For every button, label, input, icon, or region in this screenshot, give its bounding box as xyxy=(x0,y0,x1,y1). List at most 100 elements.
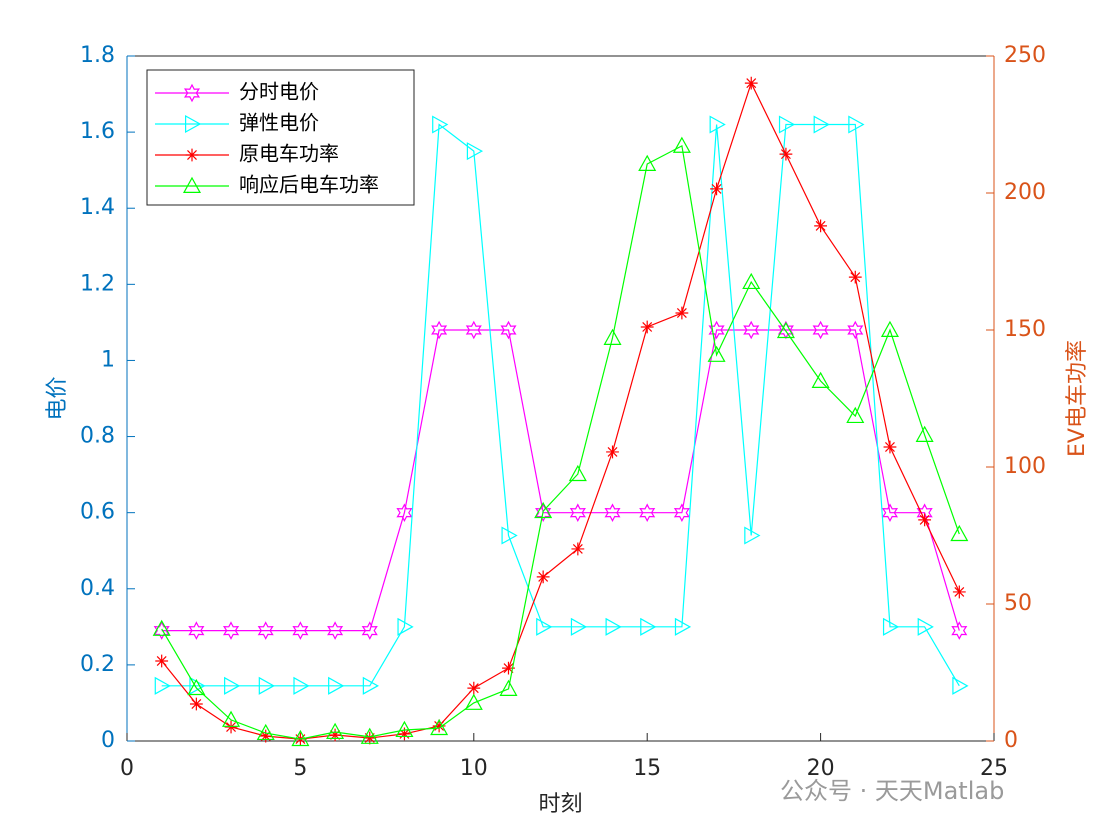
marker xyxy=(361,621,378,640)
legend-label: 响应后电车功率 xyxy=(239,173,379,197)
marker xyxy=(848,115,865,134)
marker xyxy=(675,306,689,320)
marker xyxy=(883,440,897,454)
marker xyxy=(502,661,515,675)
x-tick-label: 0 xyxy=(120,756,134,781)
marker xyxy=(880,320,899,337)
y-tick-label: 1.6 xyxy=(80,119,115,144)
marker xyxy=(917,617,934,636)
marker xyxy=(603,328,622,345)
marker xyxy=(779,147,793,161)
marker xyxy=(605,617,622,636)
marker xyxy=(258,676,275,695)
marker xyxy=(360,727,379,744)
marker xyxy=(291,729,310,747)
legend-marker xyxy=(182,176,202,193)
marker xyxy=(187,678,206,696)
marker xyxy=(569,503,586,522)
marker xyxy=(708,320,725,340)
marker xyxy=(848,270,862,284)
series-line xyxy=(161,329,960,632)
marker xyxy=(918,513,932,527)
marker xyxy=(395,720,414,738)
marker xyxy=(222,710,241,727)
marker xyxy=(152,619,171,636)
legend-marker xyxy=(185,114,202,134)
legend-label: 弹性电价 xyxy=(239,111,319,135)
x-tick-label: 25 xyxy=(980,756,1008,781)
marker xyxy=(568,464,587,482)
marker xyxy=(571,542,585,556)
marker xyxy=(534,501,553,519)
marker xyxy=(639,503,656,522)
marker xyxy=(640,617,657,636)
legend-marker xyxy=(185,148,199,162)
marker xyxy=(155,654,169,668)
y2-tick-label: 250 xyxy=(1004,43,1046,68)
marker xyxy=(811,371,830,388)
marker xyxy=(674,617,692,636)
marker xyxy=(397,617,414,636)
y2-tick-label: 0 xyxy=(1004,728,1018,753)
marker xyxy=(362,676,379,695)
marker xyxy=(500,320,517,340)
marker xyxy=(672,136,691,153)
marker xyxy=(744,76,758,90)
marker xyxy=(224,676,241,695)
y2-tick-label: 150 xyxy=(1004,317,1046,342)
marker xyxy=(499,679,518,696)
marker xyxy=(952,585,966,599)
marker xyxy=(256,723,275,741)
marker xyxy=(259,729,273,743)
marker xyxy=(638,154,657,171)
marker xyxy=(224,720,238,734)
marker xyxy=(536,570,550,584)
marker xyxy=(465,320,482,340)
marker xyxy=(570,617,588,636)
y-tick-label: 1 xyxy=(101,347,115,372)
watermark: 公众号 · 天天Matlab xyxy=(780,777,1004,805)
marker xyxy=(292,621,309,640)
y-axis-label: 电价 xyxy=(45,376,70,420)
marker xyxy=(709,115,726,134)
marker xyxy=(950,524,969,542)
marker xyxy=(604,503,621,522)
marker xyxy=(293,676,310,695)
y2-axis-label: EV电车功率 xyxy=(1065,340,1090,457)
marker xyxy=(396,503,413,522)
x-tick-label: 10 xyxy=(460,756,488,781)
legend-label: 分时电价 xyxy=(239,80,319,104)
marker xyxy=(536,617,553,636)
marker xyxy=(535,503,552,522)
x-tick-label: 5 xyxy=(293,756,307,781)
x-tick-label: 15 xyxy=(633,756,661,781)
marker xyxy=(952,676,969,695)
x-tick-label: 20 xyxy=(807,756,835,781)
series-line xyxy=(161,123,960,687)
marker xyxy=(326,722,345,739)
marker xyxy=(432,115,449,134)
marker xyxy=(153,621,170,640)
y-tick-label: 0 xyxy=(101,728,115,753)
marker xyxy=(744,526,761,545)
y-tick-label: 0.4 xyxy=(80,576,115,601)
y2-tick-label: 200 xyxy=(1004,180,1046,205)
marker xyxy=(846,406,865,424)
marker xyxy=(606,445,619,459)
y-tick-label: 1.2 xyxy=(80,271,115,296)
marker xyxy=(466,142,484,161)
marker xyxy=(778,115,796,134)
marker xyxy=(328,728,342,742)
marker xyxy=(189,697,203,711)
y-tick-label: 0.2 xyxy=(80,652,115,677)
marker xyxy=(812,320,829,340)
marker xyxy=(222,621,240,640)
marker xyxy=(776,321,795,339)
y-tick-label: 0.8 xyxy=(80,424,115,449)
marker xyxy=(467,681,481,695)
marker xyxy=(640,320,654,334)
legend-marker xyxy=(183,83,201,103)
marker xyxy=(398,727,411,741)
marker xyxy=(154,676,171,695)
marker xyxy=(430,718,449,736)
